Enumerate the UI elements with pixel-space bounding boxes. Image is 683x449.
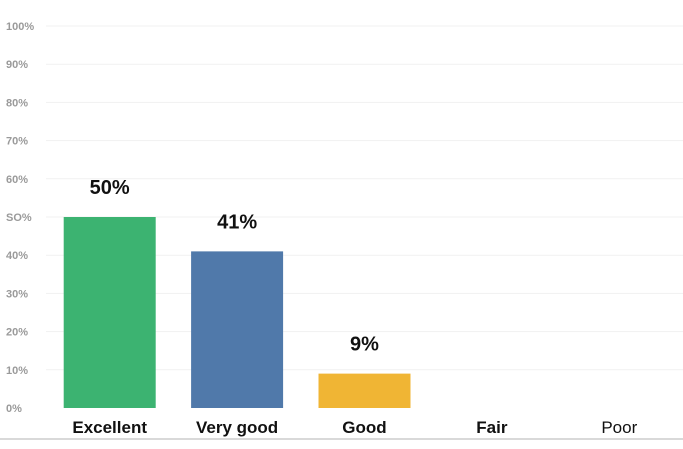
y-tick-label: 80% — [6, 97, 28, 109]
category-label: Good — [342, 418, 386, 437]
y-axis-ticks: 0% 10% 20% 30% 40% SO% 60% 70% 80% 90% 100% — [6, 21, 34, 415]
category-label: Very good — [196, 418, 278, 437]
bars — [63, 217, 411, 408]
y-tick-label: SO% — [6, 212, 32, 224]
bar-good — [318, 373, 411, 408]
y-tick-label: 70% — [6, 136, 28, 148]
value-label: 41% — [217, 211, 257, 233]
value-label: 9% — [350, 334, 379, 356]
category-label: Poor — [601, 418, 637, 437]
y-tick-label: 90% — [6, 59, 28, 71]
category-label: Excellent — [72, 418, 147, 437]
bar-excellent — [63, 217, 156, 408]
x-axis-categories: Excellent Very good Good Fair Poor — [72, 418, 637, 437]
y-tick-label: 0% — [6, 403, 22, 415]
y-tick-label: 60% — [6, 174, 28, 186]
bar-very-good — [191, 251, 284, 408]
value-label: 50% — [90, 177, 130, 199]
category-label: Fair — [476, 418, 508, 437]
y-tick-label: 100% — [6, 21, 34, 33]
y-tick-label: 20% — [6, 327, 28, 339]
y-tick-label: 10% — [6, 365, 28, 377]
value-labels: 50% 41% 9% — [90, 177, 379, 356]
y-tick-label: 40% — [6, 250, 28, 262]
y-tick-label: 30% — [6, 288, 28, 300]
